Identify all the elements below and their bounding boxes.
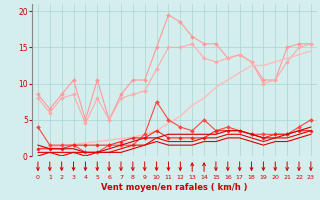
X-axis label: Vent moyen/en rafales ( km/h ): Vent moyen/en rafales ( km/h ) (101, 183, 248, 192)
